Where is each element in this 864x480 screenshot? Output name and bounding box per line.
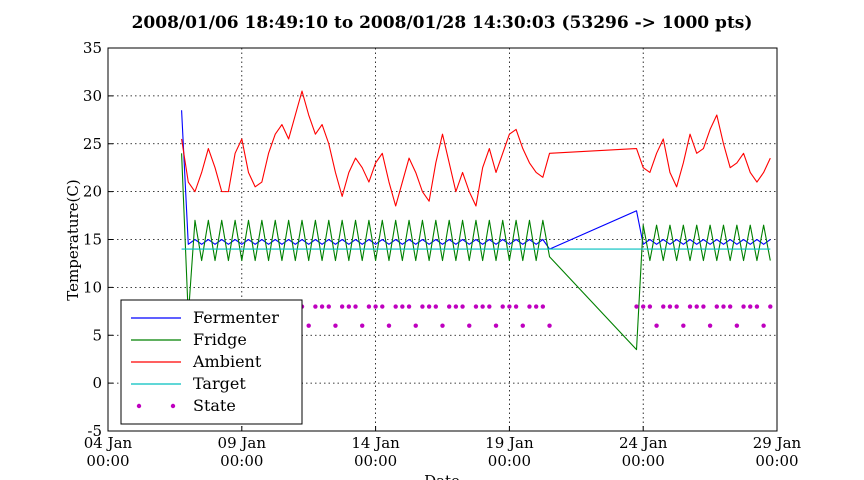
state-point	[641, 304, 646, 309]
legend-marker	[170, 403, 176, 409]
state-point	[493, 323, 499, 328]
state-point	[687, 304, 693, 309]
state-point	[473, 304, 479, 309]
state-point	[741, 304, 746, 309]
legend-label: State	[193, 396, 236, 415]
state-point	[513, 304, 519, 309]
state-point	[433, 304, 439, 309]
series-line	[181, 90, 771, 207]
state-point	[647, 304, 653, 309]
y-tick-label: 15	[83, 231, 102, 249]
state-point	[507, 304, 512, 309]
state-point	[306, 323, 311, 328]
legend: Fermenter Fridge Ambient Target State	[120, 299, 303, 425]
legend-label: Fridge	[193, 330, 247, 349]
state-point	[333, 323, 338, 328]
y-tick-label: 20	[83, 183, 102, 201]
state-point	[353, 304, 358, 309]
state-point	[748, 304, 753, 309]
legend-label: Ambient	[192, 352, 262, 371]
state-point	[540, 304, 546, 309]
state-point	[319, 304, 325, 309]
state-point	[460, 304, 465, 309]
chart-title: 2008/01/06 18:49:10 to 2008/01/28 14:30:…	[132, 13, 753, 33]
state-point	[446, 304, 452, 309]
state-point	[487, 304, 492, 309]
state-point	[674, 304, 679, 309]
state-point	[694, 304, 699, 309]
state-point	[768, 304, 773, 309]
series-line	[181, 153, 771, 351]
state-point	[453, 304, 459, 309]
x-tick-label: 24 Jan 00:00	[619, 434, 668, 470]
state-point	[360, 323, 365, 328]
state-point	[500, 304, 505, 309]
state-point	[667, 304, 673, 309]
state-point	[440, 323, 445, 328]
y-tick-label: 35	[83, 39, 102, 57]
state-point	[754, 304, 760, 309]
state-point	[339, 304, 345, 309]
state-point	[373, 304, 378, 309]
state-point	[480, 304, 485, 309]
state-point	[654, 323, 659, 328]
state-point	[326, 304, 331, 309]
state-point	[406, 304, 412, 309]
legend-marker	[136, 403, 142, 409]
state-point	[366, 304, 372, 309]
state-point	[413, 323, 418, 328]
y-tick-label: 25	[83, 135, 102, 153]
state-point	[661, 304, 666, 309]
state-point	[380, 304, 385, 309]
state-point	[714, 304, 719, 309]
x-tick-label: 09 Jan 00:00	[218, 434, 267, 470]
x-axis-label: Date	[424, 472, 460, 480]
state-point	[346, 304, 352, 309]
state-point	[527, 304, 532, 309]
state-point	[533, 304, 539, 309]
x-tick-label: 19 Jan 00:00	[485, 434, 534, 470]
state-point	[420, 304, 425, 309]
state-point	[681, 323, 686, 328]
state-point	[734, 323, 740, 328]
state-point	[467, 323, 472, 328]
plot-frame	[107, 47, 778, 432]
state-point	[386, 323, 392, 328]
state-point	[547, 323, 552, 328]
state-point	[727, 304, 733, 309]
legend-label: Fermenter	[193, 308, 279, 327]
y-tick-label: 30	[83, 87, 102, 105]
y-tick-label: -5	[87, 422, 102, 440]
state-point	[313, 304, 318, 309]
x-tick-label: 14 Jan 00:00	[351, 434, 400, 470]
y-tick-label: 5	[92, 326, 102, 344]
state-point	[761, 323, 766, 328]
x-tick-label: 29 Jan 00:00	[753, 434, 802, 470]
state-point	[701, 304, 706, 309]
series-line	[181, 110, 771, 250]
state-point	[520, 323, 525, 328]
state-point	[393, 304, 398, 309]
state-point	[426, 304, 432, 309]
y-tick-label: 0	[92, 374, 102, 392]
state-point	[634, 304, 639, 309]
y-tick-label: 10	[83, 278, 102, 296]
state-point	[400, 304, 405, 309]
x-tick-label: 04 Jan 00:00	[84, 434, 133, 470]
legend-label: Target	[193, 374, 246, 393]
y-axis-label: Temperature(C)	[64, 179, 82, 300]
state-point	[721, 304, 726, 309]
state-point	[707, 323, 713, 328]
